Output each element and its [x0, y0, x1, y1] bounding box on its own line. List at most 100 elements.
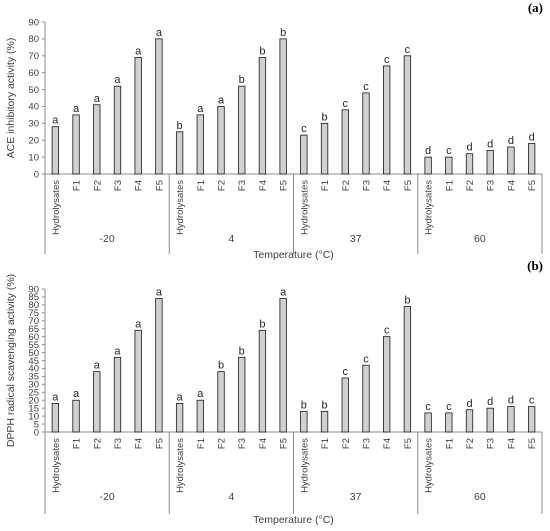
significance-letter: d: [466, 398, 472, 410]
group-label: 4: [228, 233, 234, 245]
y-axis-title: DPPH radical scavenging activity (%): [5, 274, 17, 447]
x-category-label: F5: [154, 180, 165, 191]
significance-letter: b: [239, 345, 245, 357]
significance-letter: c: [405, 44, 411, 56]
x-category-label: F4: [134, 180, 145, 191]
bar: [527, 406, 536, 433]
y-tick-label: 30: [28, 119, 39, 130]
x-category-label: F2: [341, 438, 352, 449]
panel-label: (b): [527, 258, 543, 273]
significance-letter: a: [156, 27, 163, 39]
significance-letter: c: [446, 401, 452, 413]
x-category-label: F3: [486, 180, 497, 191]
x-category-label: F5: [154, 438, 165, 449]
x-category-label: F5: [403, 180, 414, 191]
bar: [113, 356, 122, 433]
panel-label: (a): [528, 0, 543, 15]
x-category-label: F4: [382, 180, 393, 191]
bar: [155, 38, 163, 175]
bar: [238, 85, 246, 175]
y-tick-label: 75: [28, 308, 39, 319]
significance-letter: b: [280, 27, 286, 39]
significance-letter: c: [425, 401, 431, 413]
bar: [362, 92, 370, 175]
significance-letter: c: [343, 98, 349, 110]
group-label: 60: [474, 233, 486, 245]
significance-letter: b: [404, 294, 410, 306]
bar: [383, 336, 391, 433]
bar: [300, 410, 308, 433]
y-tick-label: 40: [28, 102, 39, 113]
y-tick-label: 60: [28, 68, 39, 79]
significance-letter: b: [218, 360, 224, 372]
x-category-label: F5: [279, 438, 290, 449]
group-label: 37: [350, 233, 362, 245]
x-category-label: F1: [444, 180, 455, 191]
significance-letter: a: [218, 94, 225, 106]
x-category-label: Hydrolysates: [175, 180, 186, 235]
x-category-label: Hydrolysates: [424, 438, 435, 493]
significance-letter: d: [487, 396, 493, 408]
x-category-label: F4: [134, 438, 145, 449]
bar: [217, 371, 225, 433]
bar: [72, 114, 80, 175]
x-category-label: F2: [465, 180, 476, 191]
x-category-label: F1: [320, 180, 331, 191]
significance-letter: b: [259, 318, 265, 330]
significance-letter: b: [322, 111, 328, 123]
x-category-label: F4: [506, 438, 517, 449]
y-tick-label: 55: [28, 340, 39, 351]
significance-letter: b: [259, 45, 265, 57]
y-tick-label: 40: [28, 364, 39, 375]
x-axis-title: Temperature (°C): [253, 249, 334, 261]
y-tick-label: 0: [34, 427, 39, 438]
bar: [51, 402, 60, 433]
bar: [93, 104, 101, 175]
x-category-label: F1: [72, 438, 83, 449]
group-label: 4: [228, 491, 234, 503]
x-category-label: Hydrolysates: [175, 438, 186, 493]
x-category-label: F3: [113, 438, 124, 449]
x-category-label: F2: [92, 180, 103, 191]
y-tick-label: 70: [28, 51, 39, 62]
significance-letter: c: [301, 123, 307, 135]
significance-letter: d: [466, 142, 472, 154]
bar: [424, 412, 432, 433]
y-tick-label: 80: [28, 34, 39, 45]
significance-letter: c: [446, 145, 452, 157]
bar: [424, 156, 432, 175]
x-category-label: F3: [361, 180, 372, 191]
y-tick-label: 45: [28, 356, 39, 367]
bar: [279, 38, 287, 175]
y-tick-label: 65: [28, 324, 39, 335]
y-tick-label: 50: [28, 85, 39, 96]
bar: [113, 85, 122, 175]
x-category-label: F5: [527, 180, 538, 191]
significance-letter: c: [363, 353, 369, 365]
chart-panel-a: 0 10 20 30 40 50 60 70 80 90 ACE inhibitory activi…: [5, 0, 543, 261]
x-category-label: F3: [113, 180, 124, 191]
bar: [93, 371, 101, 433]
significance-letter: c: [343, 366, 349, 378]
significance-letter: d: [529, 132, 535, 144]
bar: [72, 399, 80, 433]
significance-letter: a: [135, 45, 142, 57]
y-tick-label: 50: [28, 348, 39, 359]
y-tick-label: 25: [28, 388, 39, 399]
chart-panel-b: 051015202530354045505560657075808590DPPH…: [5, 258, 543, 526]
y-tick-label: 60: [28, 332, 39, 343]
x-category-label: F5: [403, 438, 414, 449]
y-tick-label: 15: [28, 403, 39, 414]
x-category-label: F3: [237, 180, 248, 191]
significance-letter: a: [73, 388, 80, 400]
y-tick-label: 90: [28, 17, 39, 28]
y-tick-label: 10: [28, 152, 39, 163]
significance-letter: b: [239, 74, 245, 86]
y-tick-label: 20: [28, 136, 39, 147]
significance-letter: d: [487, 138, 493, 150]
bar: [383, 65, 391, 175]
y-tick-label: 20: [28, 396, 39, 407]
x-category-label: F2: [217, 438, 228, 449]
bar: [258, 57, 267, 175]
significance-letter: a: [94, 93, 101, 105]
